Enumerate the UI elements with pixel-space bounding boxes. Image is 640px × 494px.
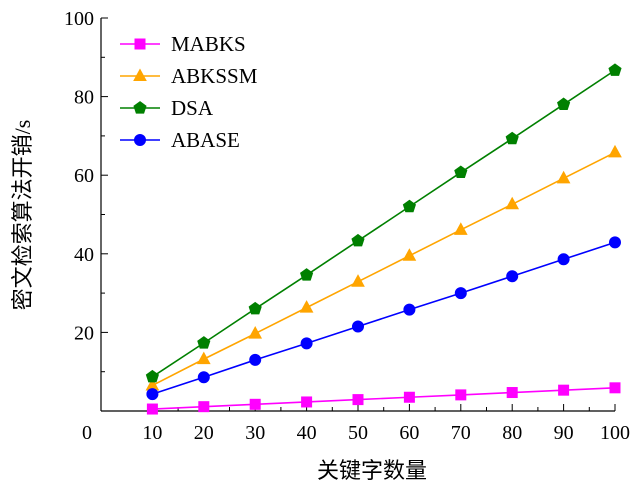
data-point-mabks — [558, 384, 570, 396]
x-tick-label: 10 — [142, 422, 162, 444]
data-point-abkssm — [351, 274, 365, 287]
x-tick-label: 20 — [194, 422, 214, 444]
data-point-mabks — [609, 382, 621, 394]
data-point-abase — [557, 253, 570, 266]
series-abkssm — [145, 144, 622, 391]
legend-item-dsa: DSA — [120, 96, 214, 120]
series-line-abkssm — [152, 151, 616, 387]
legend-item-mabks: MABKS — [120, 32, 246, 56]
data-point-dsa — [351, 233, 365, 247]
y-tick-label: 40 — [74, 244, 94, 266]
x-tick-label: 30 — [245, 422, 265, 444]
data-point-abkssm — [402, 248, 417, 261]
legend-label-abase: ABASE — [171, 128, 240, 152]
x-tick-label: 90 — [554, 422, 574, 444]
legend-marker-mabks — [134, 38, 146, 50]
data-point-abkssm — [608, 144, 622, 158]
data-point-abkssm — [196, 351, 211, 365]
data-point-mabks — [403, 391, 415, 403]
x-tick-label: 70 — [451, 422, 471, 444]
data-point-dsa — [402, 199, 416, 213]
data-point-mabks — [146, 403, 158, 415]
data-point-abase — [300, 337, 313, 350]
plot-series — [145, 63, 622, 415]
data-point-abase — [249, 353, 262, 366]
data-point-abase — [197, 371, 210, 384]
data-point-abase — [454, 287, 467, 300]
data-point-mabks — [506, 387, 518, 399]
y-tick-label: 80 — [74, 87, 94, 109]
legend-marker-abkssm — [133, 68, 147, 81]
legend-label-abkssm: ABKSSM — [171, 64, 258, 88]
x-tick-label: 60 — [399, 422, 419, 444]
y-tick-label: 20 — [74, 322, 94, 344]
y-axis-title: 密文检索算法开销/s — [10, 120, 35, 311]
data-point-dsa — [300, 268, 314, 281]
data-point-mabks — [455, 389, 467, 401]
data-point-abase — [352, 320, 364, 333]
data-point-dsa — [197, 336, 211, 349]
data-point-abase — [403, 303, 416, 316]
x-axis-title: 关键字数量 — [317, 458, 427, 483]
x-tick-label: 80 — [502, 422, 522, 444]
legend-item-abkssm: ABKSSM — [120, 64, 258, 88]
series-dsa — [145, 63, 622, 383]
series-line-dsa — [151, 69, 616, 378]
x-tick-label: 100 — [600, 422, 630, 444]
data-point-mabks — [301, 396, 313, 408]
data-point-abase — [609, 236, 621, 249]
legend-marker-dsa — [133, 101, 147, 114]
data-point-dsa — [608, 63, 622, 76]
series-line-mabks — [152, 387, 616, 410]
series-mabks — [146, 382, 621, 415]
x-tick-label: 40 — [297, 422, 317, 444]
data-point-abkssm — [453, 222, 468, 235]
legend-label-dsa: DSA — [171, 96, 214, 120]
legend: MABKS ABKSSM DSA ABASE — [120, 32, 258, 152]
data-point-abkssm — [248, 326, 263, 339]
x-tick-label: 0 — [82, 422, 92, 444]
data-point-dsa — [505, 131, 519, 145]
data-point-dsa — [454, 165, 468, 179]
series-line-abase — [152, 241, 616, 395]
data-point-abkssm — [299, 300, 314, 313]
data-point-dsa — [248, 301, 262, 315]
data-point-abkssm — [556, 170, 571, 184]
x-tick-label: 50 — [348, 422, 368, 444]
y-tick-label: 100 — [64, 8, 94, 30]
data-point-mabks — [249, 398, 261, 410]
data-point-mabks — [352, 394, 364, 406]
axes: 20 40 60 80 100 0 10 20 30 40 50 60 70 80 90 100 — [64, 8, 630, 444]
data-point-abase — [506, 270, 519, 283]
series-abase — [146, 236, 621, 401]
data-point-dsa — [557, 97, 571, 111]
data-point-dsa — [145, 369, 159, 383]
data-point-abkssm — [505, 196, 520, 210]
legend-label-mabks: MABKS — [171, 32, 246, 56]
legend-item-abase: ABASE — [120, 128, 240, 152]
y-tick-label: 60 — [74, 165, 94, 187]
data-point-abase — [146, 388, 159, 401]
data-point-mabks — [198, 401, 210, 413]
legend-marker-abase — [134, 134, 146, 146]
